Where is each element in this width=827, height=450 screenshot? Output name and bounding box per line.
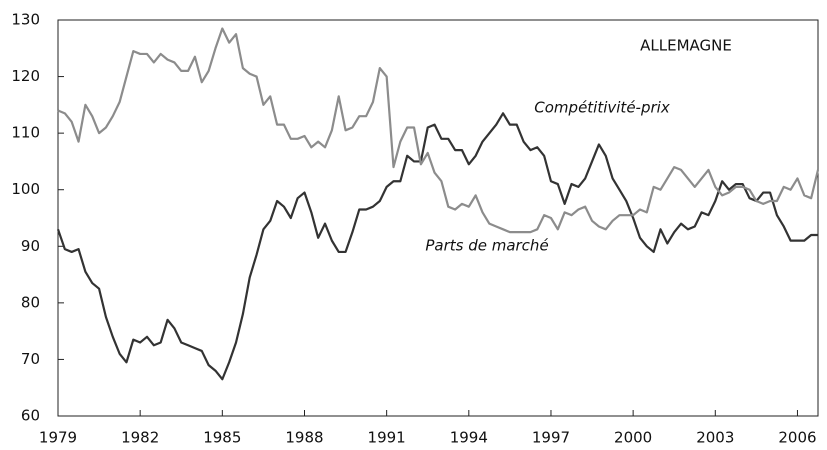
y-tick-label: 110 (11, 124, 40, 142)
series-label: Parts de marché (425, 237, 548, 255)
series-line (56, 112, 818, 381)
y-tick-label: 120 (11, 67, 40, 85)
x-tick-label: 1988 (285, 429, 323, 447)
y-tick-label: 100 (11, 180, 40, 198)
x-tick-label: 2000 (614, 429, 652, 447)
y-tick-label: 130 (11, 11, 40, 29)
y-tick-label: 90 (21, 237, 40, 255)
y-tick-label: 60 (21, 407, 40, 425)
x-tick-label: 1991 (368, 429, 406, 447)
y-tick-label: 70 (21, 350, 40, 368)
plot-frame (57, 19, 819, 417)
x-tick-label: 1985 (203, 429, 241, 447)
chart-title: ALLEMAGNE (640, 37, 732, 55)
series-label: Compétitivité-prix (534, 99, 670, 117)
x-tick-label: 2006 (778, 429, 816, 447)
x-tick-label: 1982 (121, 429, 159, 447)
series-line (57, 27, 820, 234)
x-tick-label: 2003 (696, 429, 734, 447)
x-tick-label: 1979 (39, 429, 77, 447)
y-tick-label: 80 (21, 293, 40, 311)
x-tick-label: 1994 (450, 429, 488, 447)
x-tick-label: 1997 (532, 429, 570, 447)
